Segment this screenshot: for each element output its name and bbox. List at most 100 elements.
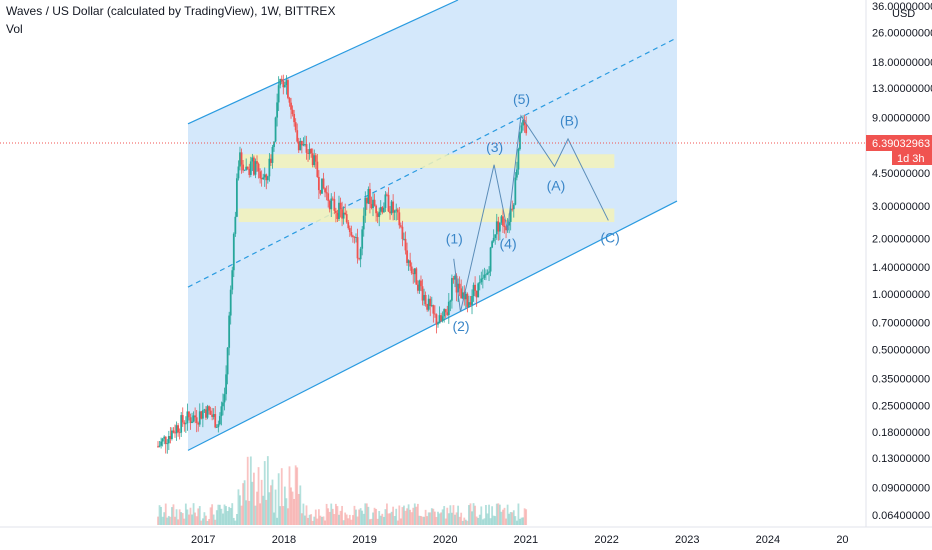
volume-bar [444, 518, 447, 525]
volume-bar [280, 468, 283, 525]
year-tick-label: 20 [836, 534, 848, 546]
volume-bar [240, 505, 243, 525]
volume-bar [311, 520, 314, 525]
volume-bar [189, 507, 192, 525]
candle-body [334, 210, 337, 213]
candle-body [466, 293, 469, 308]
volume-bar [212, 514, 215, 525]
volume-bar [232, 517, 235, 525]
time-axis-labels: 2017 2018 2019 2020 2021 2022 2023 2024 20 [191, 534, 849, 546]
volume-bar [333, 514, 336, 525]
volume-bar [184, 503, 187, 525]
candle-body [415, 268, 418, 285]
candle-body [355, 237, 357, 238]
candle-body [172, 430, 175, 433]
candle-body [347, 222, 350, 229]
volume-bar [503, 507, 506, 525]
candle-body [271, 147, 274, 163]
volume-bar [324, 520, 326, 525]
volume-bar [511, 512, 514, 525]
volume-bar [317, 509, 320, 525]
volume-bar [519, 518, 521, 525]
price-scale-background[interactable] [866, 0, 932, 527]
candle-body [310, 148, 313, 154]
candle-body [270, 158, 272, 163]
volume-bar [287, 508, 289, 525]
candle-body [342, 212, 345, 219]
candle-body [328, 200, 331, 210]
volume-bar [458, 516, 461, 525]
volume-bar [243, 480, 246, 525]
candle-body [206, 406, 209, 418]
volume-bar [341, 505, 343, 525]
volume-bar [327, 508, 330, 525]
volume-bar [461, 520, 464, 525]
price-tick-label: 9.00000000 [872, 113, 930, 125]
candle-body [314, 155, 317, 162]
volume-bar [206, 520, 209, 525]
candle-body [486, 272, 489, 275]
volume-bar [249, 456, 252, 525]
candle-body [389, 211, 391, 214]
candle-body [279, 78, 282, 86]
candle-body [300, 140, 303, 146]
volume-bars [157, 456, 528, 525]
volume-bar [322, 516, 325, 525]
volume-indicator-label[interactable]: Vol [6, 22, 23, 36]
volume-bar [215, 510, 218, 525]
volume-bar [410, 512, 413, 525]
price-tick-label: 4.50000000 [872, 168, 930, 180]
volume-bar [416, 503, 419, 525]
candle-body [189, 417, 192, 424]
candle-body [361, 229, 364, 249]
candle-body [263, 174, 266, 178]
candle-body [232, 233, 235, 271]
candle-body [273, 141, 275, 148]
candle-body [444, 309, 447, 313]
volume-bar [231, 503, 234, 525]
candle-body [277, 85, 280, 103]
candle-body [327, 193, 330, 201]
year-tick-label: 2022 [594, 534, 618, 546]
candle-body [246, 166, 249, 169]
volume-bar [163, 512, 166, 525]
price-tick-label: 1.00000000 [872, 289, 930, 301]
candle-body [376, 213, 379, 217]
volume-bar [183, 518, 186, 525]
candle-body [180, 415, 183, 433]
volume-bar [211, 504, 214, 525]
candle-body [396, 209, 399, 213]
candle-body [403, 238, 405, 240]
volume-bar [321, 516, 323, 525]
volume-bar [455, 512, 458, 525]
candle-body [523, 120, 526, 126]
candle-body [427, 298, 430, 310]
volume-bar [305, 505, 308, 525]
volume-bar [378, 511, 381, 525]
volume-bar [342, 520, 345, 525]
volume-bar [475, 516, 478, 525]
candle-body [515, 169, 518, 178]
volume-bar [172, 504, 175, 525]
symbol-title[interactable]: Waves / US Dollar (calculated by Trading… [6, 4, 336, 18]
volume-bar [512, 510, 515, 525]
time-scale-background[interactable] [0, 527, 932, 550]
candle-body [253, 157, 255, 175]
volume-bar [435, 516, 438, 525]
volume-bar [406, 508, 408, 525]
volume-bar [209, 507, 212, 525]
candle-body [192, 415, 195, 422]
candle-body [412, 273, 415, 275]
candle-body [369, 188, 371, 204]
volume-bar [345, 514, 348, 525]
candle-body [435, 314, 438, 325]
volume-bar [157, 516, 159, 525]
candle-body [225, 374, 227, 395]
volume-bar [362, 513, 365, 525]
candle-body [519, 132, 521, 150]
candle-body [198, 411, 201, 425]
volume-bar [180, 512, 183, 525]
candle-body [429, 298, 432, 306]
volume-bar [403, 505, 405, 525]
